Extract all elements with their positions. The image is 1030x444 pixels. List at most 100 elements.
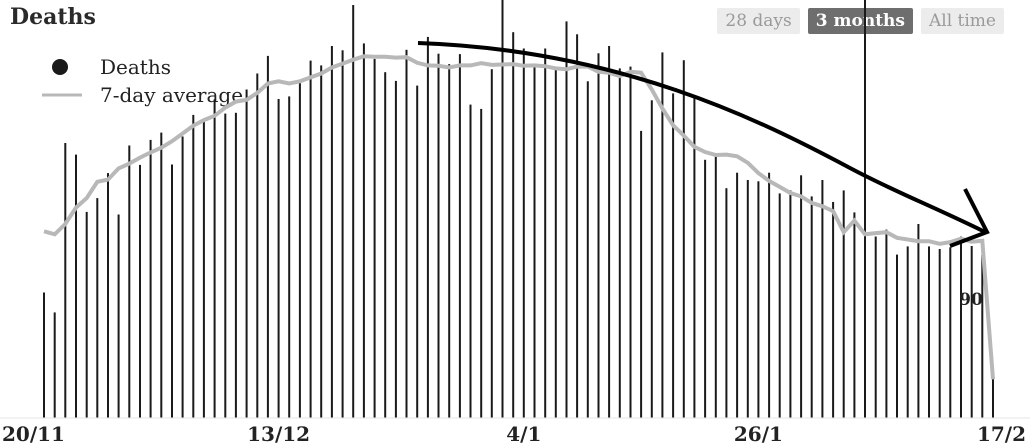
range-28-days-button[interactable]: 28 days [717, 8, 800, 34]
deaths-bar [970, 246, 973, 418]
deaths-bar [682, 60, 685, 418]
chart-title: Deaths [10, 4, 96, 30]
deaths-bar [917, 224, 920, 418]
deaths-bar [992, 379, 994, 418]
deaths-bar [597, 53, 600, 419]
deaths-bar [181, 136, 184, 418]
deaths-bar [650, 100, 653, 419]
deaths-bar [43, 292, 45, 418]
deaths-bar [213, 99, 216, 419]
deaths-bar [714, 154, 717, 418]
deaths-bar [234, 112, 237, 419]
deaths-bar [565, 21, 568, 419]
deaths-bar [618, 68, 621, 419]
annotation-arrow-curve [417, 41, 986, 234]
latest-value-label: 90 [959, 290, 983, 310]
deaths-bar [981, 255, 984, 418]
deaths-bar [64, 143, 67, 418]
deaths-bar [746, 180, 749, 418]
deaths-bar [693, 95, 696, 418]
time-range-selector: 28 days 3 months All time [717, 8, 1004, 34]
x-tick-label: 17/2 [977, 422, 1026, 444]
legend-average-label: 7-day average [100, 83, 243, 107]
deaths-bar [416, 85, 419, 418]
deaths-bar [949, 247, 952, 418]
deaths-bar [245, 89, 248, 418]
deaths-bar [298, 79, 301, 418]
deaths-bar [469, 104, 472, 418]
deaths-bar [202, 120, 205, 418]
deaths-bar [288, 96, 291, 419]
deaths-bar [426, 36, 429, 419]
deaths-bar [266, 55, 269, 419]
deaths-bar [117, 214, 120, 418]
deaths-bar [405, 49, 408, 419]
deaths-bar [224, 113, 227, 418]
range-3-months-button[interactable]: 3 months [807, 8, 913, 34]
annotation-arrowhead-icon [949, 188, 990, 248]
deaths-bar [96, 198, 99, 418]
deaths-bar [544, 48, 547, 418]
legend-deaths-label: Deaths [100, 55, 171, 79]
deaths-bar [160, 132, 163, 418]
deaths-bar [672, 93, 675, 419]
deaths-bar [938, 249, 941, 418]
deaths-bar [576, 34, 579, 419]
deaths-bar [330, 46, 333, 418]
deaths-bar [896, 254, 898, 418]
deaths-bar [554, 68, 557, 419]
deaths-bar [277, 99, 280, 418]
deaths-bar [864, 0, 866, 418]
chart-legend: Deaths 7-day average [42, 55, 243, 107]
deaths-bar [789, 190, 792, 418]
deaths-bar [629, 66, 632, 418]
x-tick-label: 26/1 [734, 422, 783, 444]
deaths-bar [640, 130, 643, 418]
trend-annotation [417, 41, 990, 248]
range-all-time-button[interactable]: All time [920, 8, 1004, 34]
deaths-bar [736, 172, 739, 418]
deaths-bar [362, 43, 365, 419]
deaths-bar [608, 46, 611, 418]
deaths-bar [128, 145, 131, 418]
deaths-bar [661, 52, 664, 419]
deaths-bar [309, 60, 312, 418]
deaths-bar [757, 181, 760, 418]
deaths-bar [832, 202, 835, 418]
deaths-bar [874, 236, 877, 418]
deaths-bar [480, 108, 483, 419]
legend-deaths-dot-icon [52, 59, 68, 75]
deaths-bar [586, 81, 589, 419]
deaths-bars [43, 0, 994, 419]
deaths-bar [501, 0, 504, 418]
seven-day-average-line [43, 54, 995, 380]
x-tick-label: 20/11 [2, 422, 65, 444]
deaths-bar [192, 114, 195, 419]
deaths-bar [842, 190, 845, 418]
deaths-bar [960, 236, 962, 418]
deaths-bar [149, 139, 152, 418]
deaths-bar [85, 211, 88, 418]
deaths-bar [437, 53, 440, 418]
deaths-bar [853, 212, 856, 418]
deaths-bar [139, 164, 141, 418]
deaths-bar [512, 32, 515, 418]
deaths-bar [256, 73, 259, 418]
deaths-bar [800, 175, 803, 418]
x-tick-label: 4/1 [506, 422, 541, 444]
deaths-bar [928, 246, 930, 418]
deaths-bar [341, 50, 344, 419]
deaths-bar [533, 66, 536, 418]
deaths-bar [821, 180, 824, 418]
deaths-bar [885, 229, 888, 418]
deaths-bar [384, 72, 387, 418]
deaths-bar [320, 65, 323, 419]
x-axis-ticks: 20/11 13/12 4/1 26/1 17/2 [2, 422, 1026, 444]
deaths-bar [725, 188, 728, 418]
deaths-bar [458, 54, 461, 418]
deaths-bar [53, 312, 56, 418]
deaths-bar [394, 80, 397, 419]
deaths-bar [373, 58, 376, 419]
deaths-bar [906, 246, 909, 418]
